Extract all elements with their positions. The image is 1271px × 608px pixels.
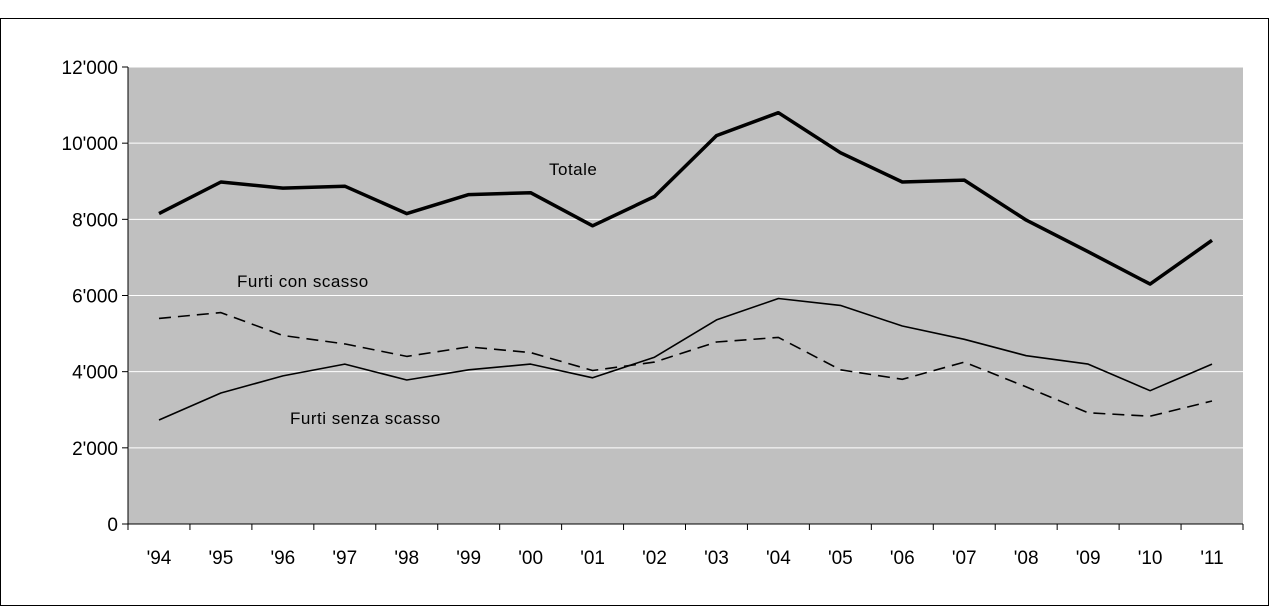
y-tick-label: 10'000 [62, 134, 118, 155]
x-tick-label: '03 [704, 548, 729, 569]
x-tick-label: '06 [890, 548, 915, 569]
x-tick-label: '94 [147, 548, 172, 569]
series-line-0 [158, 110, 1214, 286]
y-tick-labels: 0 2'000 4'000 6'000 8'000 10'000 12'000 [62, 58, 118, 536]
x-tick-label: '00 [518, 548, 543, 569]
x-tick-label: '97 [332, 548, 357, 569]
series-line-2 [158, 297, 1213, 421]
annotation-totale: Totale [549, 160, 597, 179]
x-tick-label: '01 [580, 548, 605, 569]
x-tick-label: '98 [394, 548, 419, 569]
x-tick-label: '02 [642, 548, 667, 569]
x-tick-label: '95 [209, 548, 234, 569]
x-tick-label: '08 [1014, 548, 1039, 569]
y-tick-label: 12'000 [62, 58, 118, 79]
gridlines [128, 66, 1243, 449]
y-tick-label: 4'000 [72, 363, 118, 384]
x-tick-label: '04 [766, 548, 791, 569]
x-tick-label: '11 [1200, 548, 1223, 569]
y-tick-label: 0 [107, 515, 118, 536]
annotation-furti-con-scasso: Furti con scasso [237, 272, 369, 291]
x-tick-label: '07 [952, 548, 977, 569]
series-line-1 [158, 311, 1213, 418]
x-tick-label: '99 [456, 548, 481, 569]
y-tick-label: 8'000 [72, 210, 118, 231]
x-tick-label: '09 [1076, 548, 1101, 569]
x-tick-label: '96 [270, 548, 295, 569]
series-lines [158, 110, 1214, 421]
y-tick-label: 2'000 [72, 439, 118, 460]
x-tick-labels: '94 '95 '96 '97 '98 '99 '00 '01 '02 '03 '04 '05 '06 '… [147, 548, 1224, 569]
x-tick-label: '10 [1138, 548, 1163, 569]
x-tick-label: '05 [828, 548, 853, 569]
annotation-furti-senza-scasso: Furti senza scasso [290, 409, 441, 428]
y-tick-label: 6'000 [72, 287, 118, 308]
axes [122, 66, 1244, 530]
